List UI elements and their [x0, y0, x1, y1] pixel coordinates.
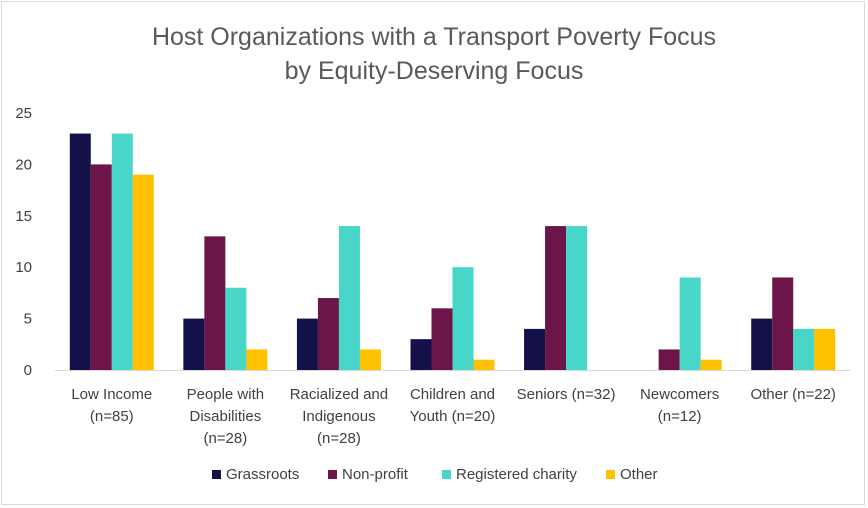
bar: [524, 328, 546, 370]
legend-swatch: [328, 470, 337, 479]
y-tick-label: 5: [24, 311, 32, 328]
x-tick-label: Other (n=22): [750, 386, 835, 403]
bar: [473, 359, 495, 370]
bar: [658, 349, 680, 370]
legend-label: Grassroots: [226, 466, 299, 483]
bar: [679, 277, 701, 370]
bar: [793, 328, 815, 370]
bar: [246, 349, 268, 370]
bar: [338, 226, 360, 370]
y-tick-label: 0: [24, 362, 32, 379]
bar: [183, 318, 205, 370]
chart-title-line: Host Organizations with a Transport Pove…: [152, 23, 716, 51]
bar: [772, 277, 794, 370]
bar: [204, 236, 226, 370]
bar: [566, 226, 588, 370]
y-tick-label: 20: [15, 156, 32, 173]
bar: [452, 267, 474, 370]
legend-swatch: [212, 470, 221, 479]
bar: [545, 226, 567, 370]
legend-label: Non-profit: [342, 466, 409, 483]
x-tick-label: Low Income: [71, 386, 152, 403]
bar: [90, 164, 112, 370]
x-tick-label: Disabilities: [190, 408, 262, 425]
x-tick-label: Children and: [410, 386, 495, 403]
x-axis: Low Income (n=85) People with Disabilities (…: [55, 370, 850, 447]
legend-label: Other: [620, 466, 658, 483]
y-tick-label: 25: [15, 105, 32, 122]
x-tick-label: Newcomers: [640, 386, 719, 403]
chart-title-line: by Equity-Deserving Focus: [285, 57, 584, 85]
x-tick-label: Seniors (n=32): [517, 386, 616, 403]
bar: [814, 328, 836, 370]
bar: [410, 339, 432, 370]
y-axis: 0 5 10 15 20 25: [15, 105, 32, 379]
bar: [317, 298, 339, 370]
y-tick-label: 10: [15, 259, 32, 276]
legend-label: Registered charity: [456, 466, 577, 483]
y-tick-label: 15: [15, 208, 32, 225]
legend: Grassroots Non-profit Registered charity Ot…: [212, 466, 658, 483]
x-tick-label: (n=28): [203, 430, 247, 447]
bar: [431, 308, 453, 370]
bars: [69, 133, 836, 370]
x-tick-label: People with: [187, 386, 265, 403]
bar: [69, 133, 91, 370]
legend-swatch: [606, 470, 615, 479]
legend-swatch: [442, 470, 451, 479]
x-tick-label: (n=12): [658, 408, 702, 425]
x-tick-label: Indigenous: [302, 408, 375, 425]
x-tick-label: Youth (n=20): [410, 408, 496, 425]
bar: [700, 359, 722, 370]
x-tick-label: (n=85): [90, 408, 134, 425]
chart-title: Host Organizations with a Transport Pove…: [152, 23, 716, 85]
x-tick-label: (n=28): [317, 430, 361, 447]
bar: [359, 349, 381, 370]
bar: [132, 174, 154, 370]
bar: [111, 133, 133, 370]
bar: [225, 287, 247, 370]
bar: [296, 318, 318, 370]
bar: [751, 318, 773, 370]
x-tick-label: Racialized and: [290, 386, 388, 403]
